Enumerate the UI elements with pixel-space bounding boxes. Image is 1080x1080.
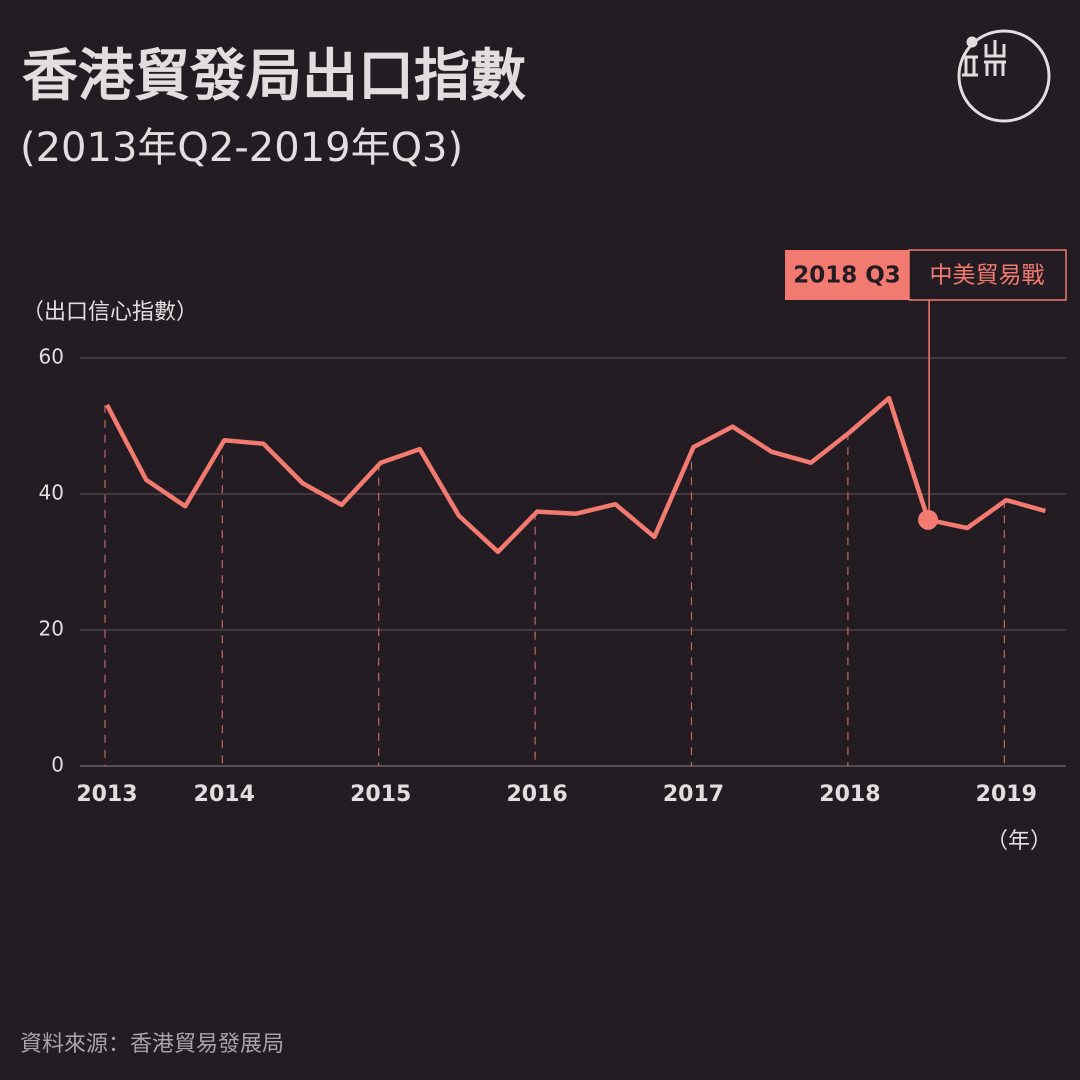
y-tick-label: 60 bbox=[39, 345, 64, 369]
source: 資料來源：香港貿易發展局 bbox=[20, 1032, 284, 1057]
x-tick-label: 2014 bbox=[194, 782, 255, 807]
y-tick-label: 0 bbox=[51, 753, 64, 777]
y-tick-label: 20 bbox=[39, 617, 64, 641]
logo bbox=[957, 29, 1051, 123]
x-tick-label: 2019 bbox=[976, 782, 1037, 807]
highlight-point bbox=[918, 509, 939, 530]
y-tick-label: 40 bbox=[39, 481, 64, 505]
x-tick-label: 2016 bbox=[506, 782, 567, 807]
y-axis-label: （出口信心指數） bbox=[22, 300, 198, 325]
x-axis-label: （年） bbox=[986, 829, 1052, 854]
chart-subtitle: (2013年Q2-2019年Q3) bbox=[20, 125, 463, 171]
annotation-label-box bbox=[785, 250, 909, 300]
annotation-label: 2018 Q3 bbox=[793, 263, 901, 289]
annotation-text-box bbox=[908, 249, 1067, 301]
x-tick-label: 2018 bbox=[819, 782, 880, 807]
chart-title: 香港貿發局出口指數 bbox=[22, 44, 526, 109]
x-tick-label: 2017 bbox=[663, 782, 724, 807]
annotation-text: 中美貿易戰 bbox=[930, 263, 1045, 289]
data-line bbox=[105, 395, 1047, 555]
x-tick-label: 2013 bbox=[76, 782, 137, 807]
x-tick-label: 2015 bbox=[350, 782, 411, 807]
